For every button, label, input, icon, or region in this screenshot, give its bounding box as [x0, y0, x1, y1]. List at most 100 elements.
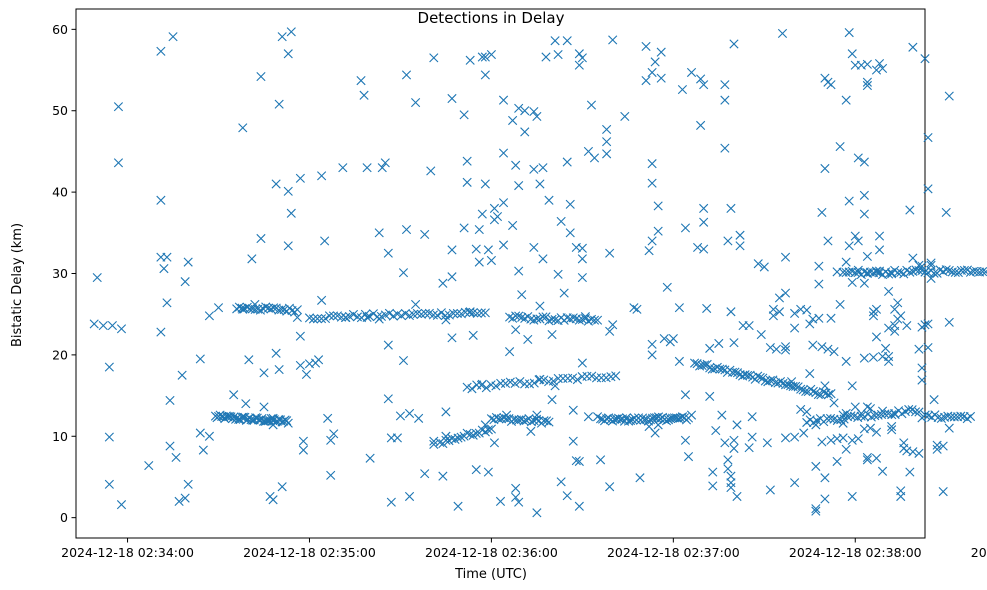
- data-point: [468, 330, 478, 340]
- data-point: [480, 70, 490, 80]
- data-point: [583, 412, 594, 422]
- data-point: [620, 111, 630, 122]
- data-point: [532, 410, 542, 420]
- data-point: [956, 411, 966, 421]
- data-point: [981, 267, 987, 277]
- data-point: [717, 410, 727, 420]
- data-point: [465, 307, 475, 317]
- data-point: [532, 314, 542, 324]
- data-point: [763, 377, 773, 387]
- data-point: [871, 65, 882, 75]
- data-point: [412, 308, 422, 319]
- data-point: [674, 303, 684, 313]
- data-point: [89, 319, 99, 329]
- data-point: [447, 93, 457, 104]
- data-point: [204, 311, 215, 321]
- data-point: [877, 63, 888, 73]
- data-point: [608, 35, 618, 45]
- x-tick-label: 2024-12-18 02:37:00: [607, 545, 740, 560]
- data-point: [538, 312, 548, 322]
- data-point: [887, 268, 897, 278]
- data-point: [926, 260, 936, 270]
- data-point: [480, 308, 490, 318]
- data-point: [565, 228, 575, 238]
- data-point: [811, 461, 821, 471]
- data-point: [380, 158, 390, 168]
- data-point: [159, 264, 169, 274]
- data-point: [286, 27, 296, 37]
- data-point: [774, 307, 785, 317]
- data-point: [508, 115, 518, 126]
- data-point: [168, 32, 178, 42]
- data-point: [917, 261, 927, 271]
- data-point: [835, 299, 845, 310]
- data-point: [183, 479, 193, 489]
- data-point: [811, 506, 821, 516]
- data-point: [462, 156, 472, 166]
- data-point: [847, 491, 857, 502]
- data-point: [726, 482, 736, 493]
- data-point: [720, 143, 730, 153]
- data-point: [492, 211, 503, 222]
- data-point: [277, 482, 287, 492]
- data-point: [926, 258, 936, 268]
- data-point: [165, 395, 175, 406]
- data-point: [510, 378, 520, 388]
- data-point: [950, 267, 960, 277]
- data-point: [198, 445, 208, 455]
- data-point: [859, 209, 869, 219]
- data-point: [908, 447, 918, 457]
- data-point: [259, 368, 269, 378]
- data-point: [567, 373, 578, 383]
- data-point: [847, 277, 857, 288]
- data-point: [753, 259, 763, 269]
- data-point: [765, 375, 775, 386]
- data-point: [908, 42, 918, 52]
- data-point: [823, 390, 834, 400]
- data-point: [529, 378, 539, 388]
- data-point: [377, 163, 387, 173]
- data-point: [308, 314, 319, 324]
- data-point: [841, 444, 851, 454]
- data-point: [364, 311, 375, 321]
- data-point: [908, 253, 918, 263]
- data-point: [914, 260, 924, 270]
- data-point: [274, 364, 284, 375]
- data-point: [268, 495, 278, 505]
- data-point: [605, 326, 615, 336]
- data-point: [732, 491, 742, 502]
- data-point: [426, 166, 436, 176]
- data-point: [180, 277, 190, 287]
- data-point: [298, 445, 308, 455]
- data-point: [411, 299, 421, 310]
- data-point: [441, 435, 451, 445]
- data-point: [613, 413, 624, 423]
- data-point: [747, 412, 757, 422]
- data-point: [535, 374, 545, 384]
- data-point: [568, 313, 578, 323]
- data-point: [383, 340, 393, 350]
- data-point: [647, 67, 657, 78]
- data-point: [859, 190, 869, 200]
- data-point: [462, 177, 472, 187]
- data-point: [480, 420, 490, 430]
- data-point: [720, 80, 730, 90]
- data-point: [104, 362, 114, 372]
- data-point: [271, 179, 281, 189]
- data-point: [841, 257, 851, 267]
- data-point: [847, 435, 857, 445]
- data-point: [801, 386, 811, 396]
- data-point: [796, 404, 806, 415]
- data-point: [680, 435, 691, 445]
- data-point: [865, 423, 876, 433]
- data-point: [386, 497, 396, 507]
- data-point: [505, 347, 515, 357]
- data-point: [384, 308, 395, 318]
- data-point: [978, 267, 987, 277]
- data-point: [705, 391, 715, 401]
- data-point: [689, 358, 700, 368]
- data-point: [871, 304, 882, 314]
- data-point: [677, 412, 688, 422]
- data-point: [811, 420, 821, 430]
- data-point: [356, 76, 366, 86]
